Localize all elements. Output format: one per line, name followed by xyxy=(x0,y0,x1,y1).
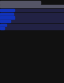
Bar xyxy=(0,24,6,26)
Bar xyxy=(0,16,64,19)
Bar xyxy=(0,5,64,7)
Bar xyxy=(0,9,64,11)
Bar xyxy=(0,24,64,26)
Bar xyxy=(0,20,64,22)
Bar xyxy=(0,27,4,29)
Bar xyxy=(0,16,14,19)
Bar xyxy=(0,27,64,29)
Bar xyxy=(0,20,10,22)
Bar xyxy=(0,13,13,15)
Bar xyxy=(0,9,14,11)
Bar xyxy=(0,13,64,15)
Bar xyxy=(0,1,40,4)
